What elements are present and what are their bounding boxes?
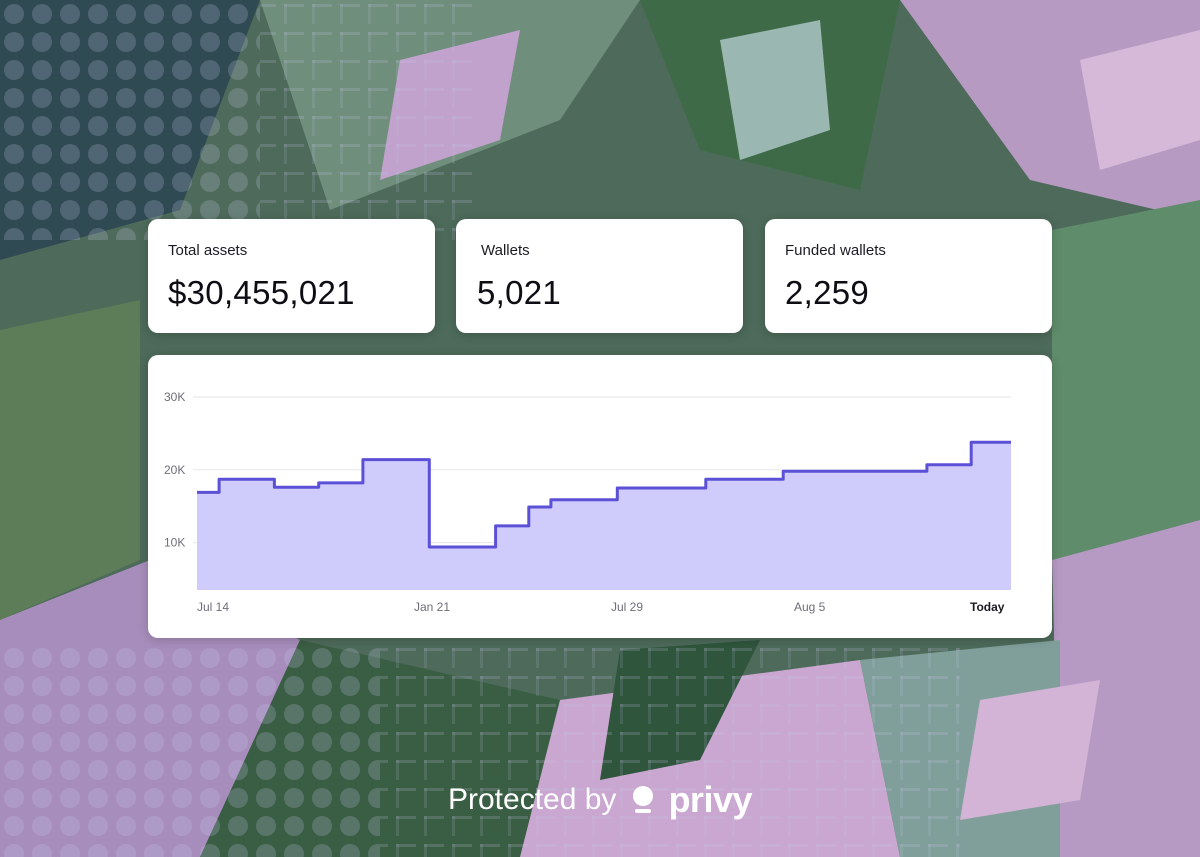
x-tick-label: Jul 29 — [611, 600, 643, 614]
stat-card-total-assets: Total assets $30,455,021 — [148, 219, 435, 333]
stat-value: 2,259 — [785, 274, 870, 311]
y-tick-label: 30K — [164, 390, 185, 404]
footer: Protected by privy — [0, 778, 1200, 822]
stat-card-wallets: Wallets 5,021 — [456, 219, 743, 333]
privy-logo-icon — [633, 786, 654, 813]
protected-by-text: Protected by — [448, 783, 617, 816]
privy-brand-name: privy — [668, 779, 752, 820]
x-tick-label: Jul 14 — [197, 600, 229, 614]
y-tick-label: 20K — [164, 463, 185, 477]
stat-value: 5,021 — [477, 274, 562, 311]
stat-card-funded-wallets: Funded wallets 2,259 — [765, 219, 1052, 333]
stat-label: Total assets — [168, 242, 248, 259]
stat-label: Funded wallets — [785, 242, 886, 259]
x-tick-label: Jan 21 — [414, 600, 450, 614]
x-tick-label: Aug 5 — [794, 600, 826, 614]
privy-brand: privy — [632, 779, 752, 821]
series-line — [197, 440, 1011, 549]
assets-chart-card: 30K 20K 10K Jul 14 Jan 21 Jul 29 Aug 5 Today — [148, 355, 1052, 638]
stat-value: $30,455,021 — [168, 274, 355, 311]
series-area — [197, 442, 1011, 590]
y-tick-label: 10K — [164, 536, 185, 550]
assets-chart: 30K 20K 10K Jul 14 Jan 21 Jul 29 Aug 5 Today — [164, 390, 1011, 614]
x-tick-label: Today — [970, 600, 1005, 614]
stat-label: Wallets — [481, 242, 530, 259]
